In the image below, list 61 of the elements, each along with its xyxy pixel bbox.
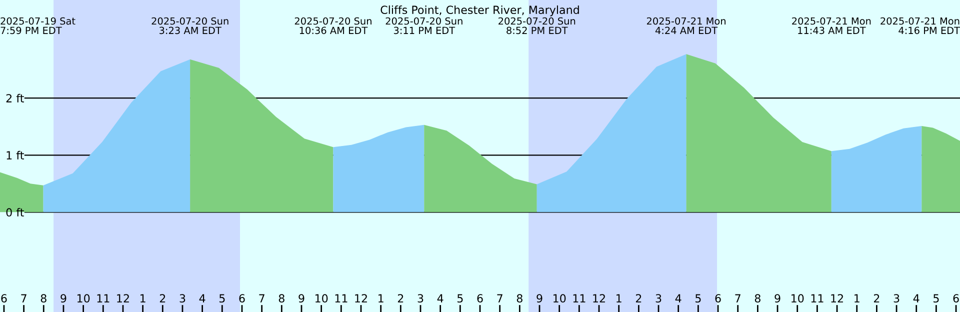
- x-tick-label: 12: [831, 294, 843, 302]
- x-tick-label: 7: [259, 294, 264, 302]
- x-tick-label: 8: [516, 294, 522, 303]
- x-tick-label: 8: [278, 294, 284, 303]
- x-tick-label: 2: [160, 294, 166, 302]
- y-tick-label: 2 ft: [6, 94, 24, 102]
- x-tick-label: 4: [675, 294, 682, 302]
- y-tick-label: 1 ft: [6, 150, 24, 160]
- x-tick-label: 10: [553, 294, 566, 303]
- x-tick-label: 3: [656, 294, 662, 303]
- annotation: 2025-07-20 Sun 8:52 PM EDT: [498, 17, 576, 34]
- annotation: 2025-07-20 Sun 10:36 AM EDT: [294, 17, 372, 34]
- x-tick-label: 5: [219, 294, 225, 303]
- x-tick-label: 3: [418, 294, 424, 303]
- x-tick-label: 7: [735, 294, 740, 302]
- annotation: 2025-07-20 Sun 3:11 PM EDT: [386, 17, 462, 34]
- x-tick-label: 11: [811, 294, 824, 302]
- x-tick-label: 1: [140, 294, 146, 302]
- x-tick-label: 8: [40, 294, 46, 303]
- x-tick-label: 1: [616, 294, 622, 302]
- x-tick-label: 9: [60, 294, 66, 303]
- x-tick-label: 3: [894, 294, 900, 303]
- annotation: 2025-07-21 Mon 11:43 AM EDT: [792, 17, 871, 34]
- x-tick-label: 10: [792, 294, 804, 303]
- x-tick-label: 6: [715, 294, 721, 303]
- x-tick-label: 11: [97, 294, 110, 302]
- x-tick-label: 10: [77, 294, 90, 303]
- x-tick-label: 4: [437, 294, 444, 302]
- x-tick-label: 7: [21, 294, 26, 302]
- x-tick-label: 12: [117, 294, 129, 302]
- x-tick-label: 12: [355, 294, 367, 302]
- annotation: 2025-07-21 Mon 4:16 PM EDT: [880, 17, 960, 34]
- x-tick-label: 3: [180, 294, 186, 303]
- x-tick-label: 6: [477, 294, 483, 303]
- x-tick-label: 6: [1, 294, 7, 303]
- x-tick-label: 12: [593, 294, 605, 302]
- annotation: 2025-07-19 Sat 7:59 PM EDT: [0, 17, 76, 34]
- x-tick-label: 2: [398, 294, 404, 302]
- annotation: 2025-07-21 Mon 4:24 AM EDT: [646, 17, 726, 34]
- x-tick-label: 9: [298, 294, 304, 303]
- x-tick-label: 2: [874, 294, 880, 302]
- x-tick-label: 5: [457, 294, 463, 303]
- x-tick-label: 7: [497, 294, 502, 302]
- x-tick-label: 9: [774, 294, 780, 303]
- x-tick-label: 11: [573, 294, 586, 302]
- x-tick-label: 5: [696, 294, 701, 303]
- x-tick-label: 6: [239, 294, 245, 303]
- chart-title: Cliffs Point, Chester River, Maryland: [380, 5, 579, 16]
- x-tick-label: 6: [953, 294, 959, 303]
- annotation: 2025-07-20 Sun 3:23 AM EDT: [152, 17, 228, 34]
- x-tick-label: 8: [754, 294, 760, 303]
- y-tick-label: 0 ft: [6, 208, 24, 217]
- x-tick-label: 9: [536, 294, 542, 303]
- x-tick-label: 1: [854, 294, 860, 302]
- x-tick-label: 1: [378, 294, 384, 302]
- x-tick-label: 2: [636, 294, 642, 302]
- x-tick-label: 11: [335, 294, 348, 302]
- x-tick-label: 4: [199, 294, 206, 302]
- x-tick-label: 10: [315, 294, 328, 303]
- x-tick-label: 5: [934, 294, 939, 303]
- x-tick-label: 4: [913, 294, 920, 302]
